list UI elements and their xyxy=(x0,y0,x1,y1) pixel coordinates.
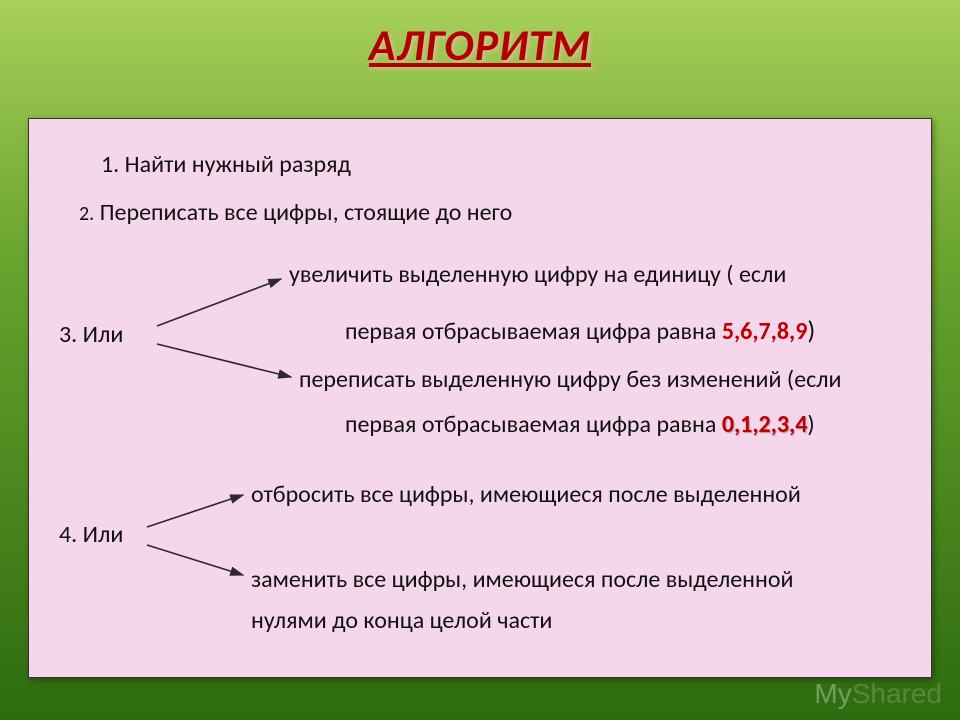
watermark-left: My xyxy=(814,678,851,709)
step-3a-line2: первая отбрасываемая цифра равна 5,6,7,8… xyxy=(345,314,815,348)
step-4-or-text: Или xyxy=(83,520,124,549)
algorithm-card: 1. Найти нужный разряд 2. Переписать все… xyxy=(28,118,932,678)
arrow-s3-down xyxy=(157,344,291,377)
step-3b2-red: 0,1,2,3,4 xyxy=(722,410,808,439)
watermark: MyShared xyxy=(814,678,942,710)
step-2-text: Переписать все цифры, стоящие до него xyxy=(94,198,512,227)
step-4b: заменить все цифры, имеющиеся после выде… xyxy=(251,564,793,595)
step-3-num: 3. xyxy=(59,320,77,349)
step-4-num: 4. xyxy=(59,520,77,549)
step-3b-line2: первая отбрасываемая цифра равна 0,1,2,3… xyxy=(345,409,815,440)
watermark-right: Shared xyxy=(852,678,942,709)
step-3a2-pre: первая отбрасываемая цифра равна xyxy=(345,317,722,346)
arrow-s4-down xyxy=(147,545,243,575)
step-3-or-text: Или xyxy=(83,320,124,349)
step-3a2-post: ) xyxy=(807,314,815,346)
arrow-s3-up xyxy=(157,279,281,326)
step-3b: переписать выделенную цифру без изменени… xyxy=(299,364,842,395)
step-2: 2. Переписать все цифры, стоящие до него xyxy=(79,197,512,228)
step-4-or: 4. Или xyxy=(59,519,123,550)
step-1: 1. Найти нужный разряд xyxy=(101,149,351,180)
arrow-s4-up xyxy=(147,495,243,527)
slide-title: АЛГОРИТМ xyxy=(369,18,591,72)
step-3-or: 3. Или xyxy=(59,319,123,350)
step-1-num: 1. xyxy=(101,150,119,179)
step-3b2-post: ) xyxy=(807,410,814,439)
slide-title-wrap: АЛГОРИТМ xyxy=(0,0,960,82)
step-3b2-pre: первая отбрасываемая цифра равна xyxy=(345,410,722,439)
step-4b-line2: нулями до конца целой части xyxy=(251,605,552,636)
step-1-text: Найти нужный разряд xyxy=(125,150,351,179)
step-4a: отбросить все цифры, имеющиеся после выд… xyxy=(251,479,801,510)
step-3a2-red: 5,6,7,8,9 xyxy=(722,317,808,346)
step-2-num: 2. xyxy=(79,202,94,226)
step-3a: увеличить выделенную цифру на единицу ( … xyxy=(289,259,786,290)
